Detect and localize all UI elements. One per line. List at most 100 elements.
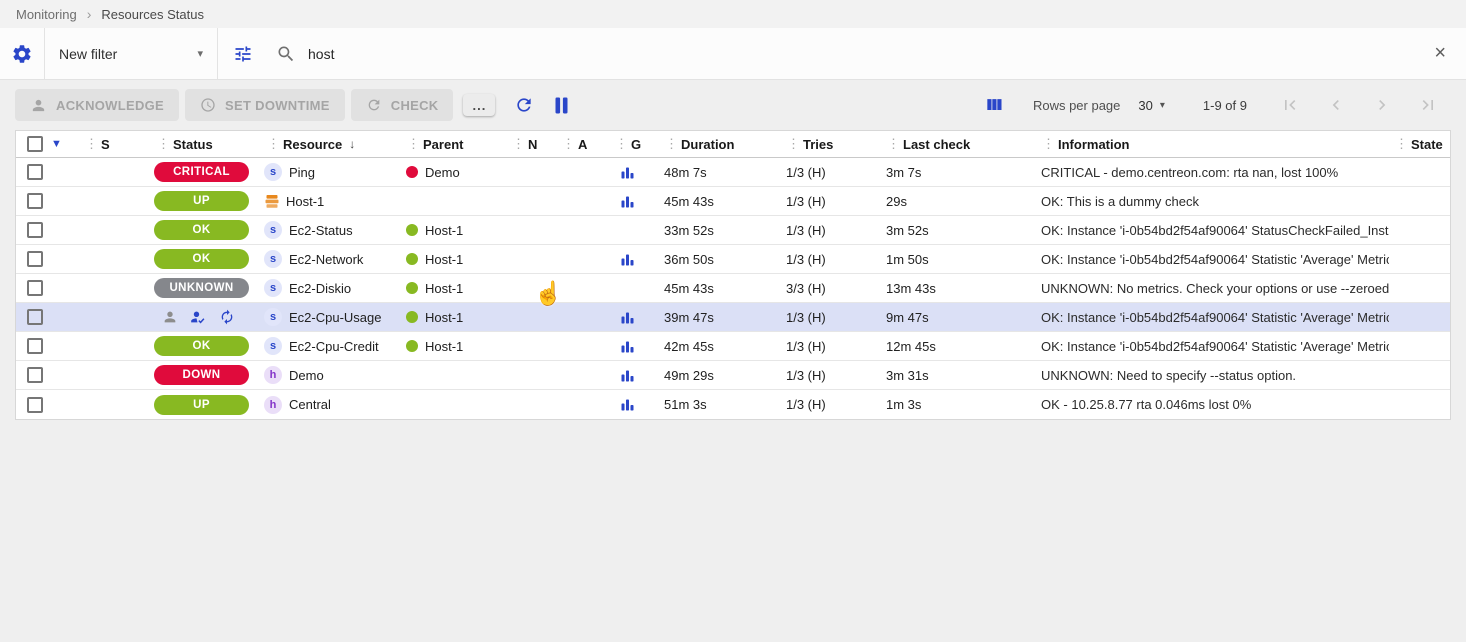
duration: 39m 47s (659, 303, 781, 331)
table-row[interactable]: UPHost-145m 43s1/3 (H)29sOK: This is a d… (16, 187, 1450, 216)
row-checkbox[interactable] (27, 367, 43, 383)
parent-name[interactable]: Host-1 (425, 281, 463, 296)
table-row[interactable]: DOWNhDemo49m 29s1/3 (H)3m 31sUNKNOWN: Ne… (16, 361, 1450, 390)
table-row[interactable]: OKsEc2-NetworkHost-136m 50s1/3 (H)1m 50s… (16, 245, 1450, 274)
acknowledged-icon[interactable] (190, 309, 207, 325)
column-drag-icon[interactable]: ⋮ (512, 136, 525, 152)
column-drag-icon[interactable]: ⋮ (1042, 136, 1055, 152)
pagination-range: 1-9 of 9 (1203, 98, 1247, 113)
column-drag-icon[interactable]: ⋮ (85, 136, 98, 152)
refresh-button[interactable] (509, 90, 539, 120)
column-header-information[interactable]: Information (1058, 137, 1130, 152)
graph-icon[interactable] (621, 311, 634, 324)
tries: 1/3 (H) (781, 245, 881, 273)
breadcrumb-item-resources-status[interactable]: Resources Status (101, 7, 204, 22)
parent-name[interactable]: Host-1 (425, 223, 463, 238)
check-button[interactable]: CHECK (351, 89, 454, 121)
first-page-button[interactable] (1267, 89, 1313, 121)
person-icon[interactable] (162, 309, 178, 325)
previous-page-button[interactable] (1313, 89, 1359, 121)
resource-name[interactable]: Ec2-Cpu-Credit (289, 339, 379, 354)
column-header-last-check[interactable]: Last check (903, 137, 970, 152)
graph-icon[interactable] (621, 195, 634, 208)
row-checkbox[interactable] (27, 338, 43, 354)
resource-name[interactable]: Ec2-Status (289, 223, 353, 238)
row-checkbox[interactable] (27, 309, 43, 325)
rows-per-page-select[interactable]: 30 ▾ (1138, 98, 1165, 113)
sync-icon[interactable] (219, 309, 235, 325)
edit-columns-button[interactable] (979, 90, 1009, 120)
row-checkbox[interactable] (27, 251, 43, 267)
graph-icon[interactable] (621, 253, 634, 266)
column-header-n[interactable]: N (528, 137, 537, 152)
column-drag-icon[interactable]: ⋮ (562, 136, 575, 152)
column-drag-icon[interactable]: ⋮ (787, 136, 800, 152)
resource-name[interactable]: Demo (289, 368, 324, 383)
set-downtime-button[interactable]: SET DOWNTIME (185, 89, 345, 121)
graph-icon[interactable] (621, 398, 634, 411)
column-header-state[interactable]: State (1411, 137, 1443, 152)
column-header-tries[interactable]: Tries (803, 137, 833, 152)
selection-menu-caret-icon[interactable]: ▼ (51, 138, 62, 150)
pause-autorefresh-button[interactable] (549, 92, 574, 119)
column-drag-icon[interactable]: ⋮ (157, 136, 170, 152)
column-drag-icon[interactable]: ⋮ (665, 136, 678, 152)
table-row[interactable]: OKsEc2-StatusHost-133m 52s1/3 (H)3m 52sO… (16, 216, 1450, 245)
search-input[interactable] (308, 46, 1414, 62)
breadcrumb-item-monitoring[interactable]: Monitoring (16, 7, 77, 22)
parent-name[interactable]: Host-1 (425, 339, 463, 354)
filter-settings-gear-icon[interactable] (0, 28, 44, 79)
filter-preset-select[interactable]: New filter ▾ (44, 28, 218, 79)
row-checkbox[interactable] (27, 222, 43, 238)
column-drag-icon[interactable]: ⋮ (267, 136, 280, 152)
resource-name[interactable]: Ec2-Cpu-Usage (289, 310, 382, 325)
column-header-parent[interactable]: Parent (423, 137, 463, 152)
last-check: 3m 7s (881, 158, 1036, 186)
parent-name[interactable]: Host-1 (425, 252, 463, 267)
column-header-status[interactable]: Status (173, 137, 213, 152)
last-check: 3m 52s (881, 216, 1036, 244)
column-drag-icon[interactable]: ⋮ (615, 136, 628, 152)
parent-name[interactable]: Host-1 (425, 310, 463, 325)
check-label: CHECK (391, 98, 439, 113)
column-header-a[interactable]: A (578, 137, 587, 152)
resource-name[interactable]: Central (289, 397, 331, 412)
graph-icon[interactable] (621, 166, 634, 179)
column-header-duration[interactable]: Duration (681, 137, 734, 152)
resource-name[interactable]: Ec2-Network (289, 252, 363, 267)
resource-name[interactable]: Host-1 (286, 194, 324, 209)
column-header-s[interactable]: S (101, 137, 110, 152)
graph-icon[interactable] (621, 369, 634, 382)
table-row[interactable]: UPhCentral51m 3s1/3 (H)1m 3sOK - 10.25.8… (16, 390, 1450, 419)
state (1389, 390, 1450, 419)
column-drag-icon[interactable]: ⋮ (887, 136, 900, 152)
table-row[interactable]: CRITICALsPingDemo48m 7s1/3 (H)3m 7sCRITI… (16, 158, 1450, 187)
column-drag-icon[interactable]: ⋮ (407, 136, 420, 152)
more-actions-button[interactable]: ... (463, 94, 495, 116)
advanced-filters-icon[interactable] (218, 28, 268, 79)
row-checkbox[interactable] (27, 280, 43, 296)
table-row[interactable]: UNKNOWNsEc2-DiskioHost-145m 43s3/3 (H)13… (16, 274, 1450, 303)
resource-name[interactable]: Ping (289, 165, 315, 180)
row-checkbox[interactable] (27, 193, 43, 209)
row-checkbox[interactable] (27, 397, 43, 413)
table-row[interactable]: OKsEc2-Cpu-CreditHost-142m 45s1/3 (H)12m… (16, 332, 1450, 361)
clear-search-icon[interactable]: × (1414, 28, 1466, 79)
column-header-g[interactable]: G (631, 137, 641, 152)
graph-icon[interactable] (621, 340, 634, 353)
information: OK - 10.25.8.77 rta 0.046ms lost 0% (1036, 390, 1389, 419)
parent-name[interactable]: Demo (425, 165, 460, 180)
duration: 33m 52s (659, 216, 781, 244)
select-all-checkbox[interactable] (27, 136, 43, 152)
column-drag-icon[interactable]: ⋮ (1395, 136, 1408, 152)
next-page-button[interactable] (1359, 89, 1405, 121)
last-page-button[interactable] (1405, 89, 1451, 121)
sort-desc-icon: ↓ (349, 137, 355, 151)
table-row[interactable]: sEc2-Cpu-UsageHost-139m 47s1/3 (H)9m 47s… (16, 303, 1450, 332)
resource-name[interactable]: Ec2-Diskio (289, 281, 351, 296)
row-checkbox[interactable] (27, 164, 43, 180)
tries: 1/3 (H) (781, 361, 881, 389)
acknowledge-button[interactable]: ACKNOWLEDGE (15, 89, 179, 121)
service-icon: s (264, 221, 282, 239)
column-header-resource[interactable]: Resource (283, 137, 342, 152)
